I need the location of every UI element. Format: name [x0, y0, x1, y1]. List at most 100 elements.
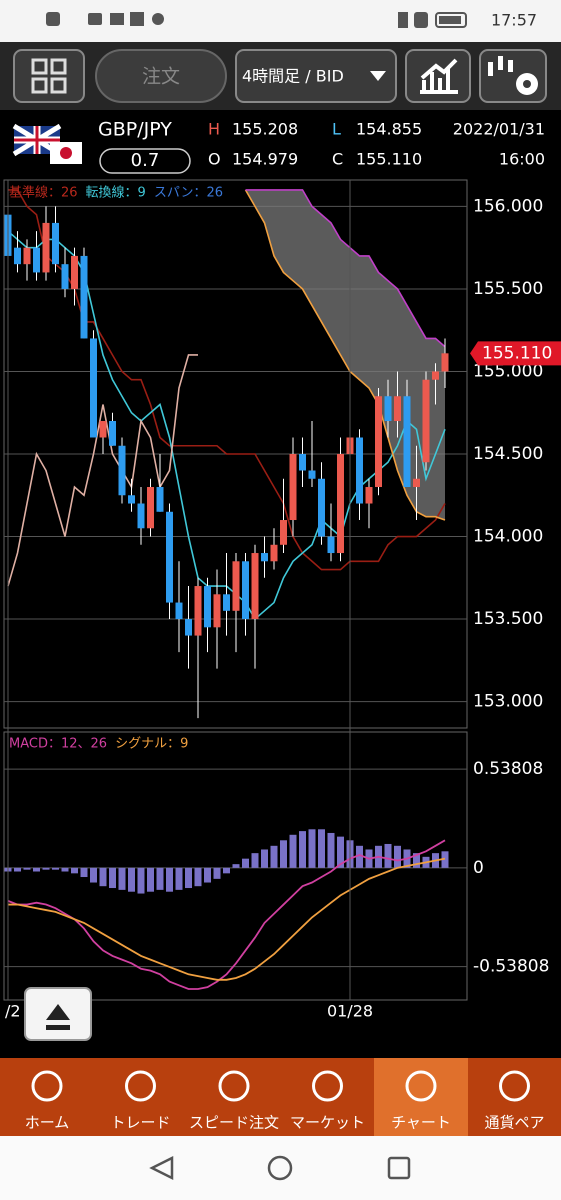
- histogram-bar: [242, 858, 249, 868]
- y-tick-label: 156.000: [473, 196, 543, 216]
- x-tick-label: 01/28: [327, 1002, 373, 1021]
- date: 2022/01/31: [453, 120, 545, 139]
- y-tick-label: 0.53808: [473, 759, 543, 779]
- candle-body: [337, 454, 344, 554]
- histogram-bar: [232, 864, 240, 868]
- legend-label: シグナル：9: [115, 737, 188, 752]
- nav-label[interactable]: スピード注文: [189, 1114, 279, 1132]
- candle-body: [280, 520, 287, 545]
- histogram-bar: [128, 867, 135, 892]
- nav-label[interactable]: ホーム: [25, 1114, 70, 1132]
- histogram-bar: [299, 831, 306, 868]
- period-label: 4時間足 / BID: [242, 67, 344, 86]
- candle-body: [204, 586, 211, 628]
- status-bar: [0, 0, 561, 42]
- candle-body: [52, 222, 59, 265]
- back-button[interactable]: [149, 1155, 174, 1181]
- candle-body: [33, 247, 40, 273]
- low: 154.855: [356, 120, 422, 139]
- histogram-bar: [261, 849, 268, 868]
- candle-body: [118, 445, 126, 496]
- histogram-bar: [90, 867, 97, 883]
- last-price-tag: [470, 341, 561, 366]
- candle-body: [23, 247, 31, 265]
- candle-body: [147, 487, 154, 529]
- candle-body: [365, 487, 373, 504]
- candle-body: [232, 561, 240, 611]
- histogram-bar: [118, 867, 126, 890]
- nav-icon: [218, 1070, 250, 1102]
- open: 154.979: [232, 150, 298, 169]
- grid-icon: [31, 58, 67, 94]
- macd-panel: [3, 731, 468, 1001]
- nav-icon: [312, 1070, 343, 1102]
- candle-body: [261, 553, 268, 562]
- histogram-bar: [223, 867, 230, 874]
- nav-label[interactable]: 通貨ペア: [484, 1114, 544, 1132]
- candle-body: [90, 338, 97, 438]
- bottom-nav: [0, 1058, 561, 1136]
- last-price-label: 155.110: [482, 343, 552, 363]
- candle-body: [441, 353, 449, 372]
- candle-body: [156, 487, 164, 512]
- nav-label[interactable]: マーケット: [290, 1114, 365, 1132]
- legend-label: 転換線：9: [86, 185, 146, 201]
- candle-body: [394, 396, 401, 421]
- histogram-bar: [147, 867, 154, 892]
- y-tick-label: 153.500: [473, 609, 543, 629]
- order-button[interactable]: [95, 49, 227, 103]
- candle-body: [14, 247, 21, 265]
- histogram-bar: [213, 867, 221, 879]
- system-nav: [0, 1136, 561, 1200]
- histogram-bar: [23, 867, 31, 870]
- candle-body: [185, 619, 192, 636]
- candle-body: [289, 454, 297, 521]
- nav-label[interactable]: トレード: [110, 1114, 170, 1132]
- candle-body: [384, 396, 392, 421]
- histogram-bar: [251, 853, 259, 868]
- x-tick-label: /2: [5, 1002, 21, 1021]
- candle-body: [137, 503, 145, 529]
- axes: 153.000 153.500 154.000 154.500 155.000 155.5…: [5, 180, 561, 1021]
- histogram-bar: [308, 829, 316, 868]
- macd-line: [7, 839, 446, 990]
- home-button[interactable]: [267, 1155, 293, 1181]
- y-tick-label: 154.000: [473, 527, 543, 547]
- candle-body: [403, 396, 411, 488]
- legend-label: MACD：12、26: [9, 737, 107, 752]
- histogram-bar: [327, 832, 335, 868]
- histogram-bar: [33, 867, 40, 872]
- layout-button[interactable]: [13, 49, 85, 103]
- recents-button[interactable]: [387, 1156, 411, 1180]
- candle-body: [194, 586, 202, 636]
- nav-icon: [499, 1070, 530, 1102]
- chart-type-button[interactable]: [405, 49, 471, 103]
- y-tick-label: 155.000: [473, 361, 543, 381]
- close: 155.110: [356, 150, 422, 169]
- period-button[interactable]: [235, 49, 397, 103]
- settings-icon: [488, 56, 538, 95]
- nav-label[interactable]: チャート: [391, 1114, 451, 1132]
- histogram-bar: [61, 867, 69, 872]
- cloud: [245, 189, 445, 521]
- nav-icon: [31, 1070, 63, 1102]
- candle-body: [432, 371, 439, 380]
- histogram-bar: [137, 867, 145, 894]
- legend-label: スパン：26: [154, 186, 223, 201]
- histogram-bar: [71, 867, 78, 874]
- indicator-line: [245, 189, 446, 348]
- flag: [12, 123, 82, 164]
- eject-icon: [46, 1004, 70, 1030]
- y-tick-label: 0: [473, 858, 484, 878]
- histogram-bar: [175, 867, 183, 890]
- candle-body: [71, 255, 78, 289]
- indicator-line: [244, 189, 446, 521]
- histogram-bar: [394, 845, 401, 868]
- candle-body: [413, 478, 420, 488]
- candle-body: [308, 470, 316, 479]
- candle-body: [166, 511, 173, 603]
- low-label: L: [332, 120, 341, 139]
- histogram-bar: [413, 853, 420, 868]
